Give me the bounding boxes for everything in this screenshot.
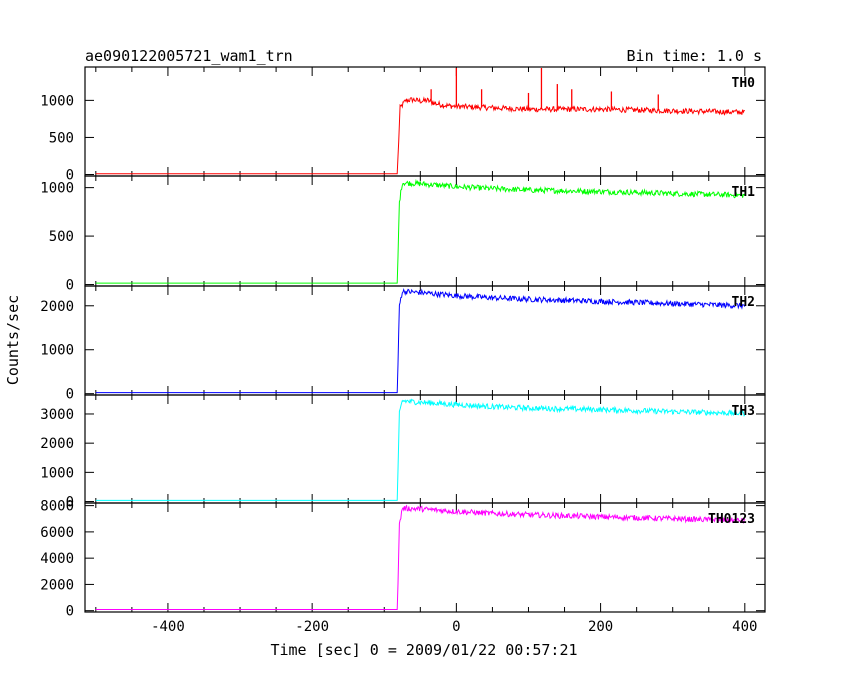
y-tick-label: 0: [66, 604, 74, 620]
x-tick-label: 0: [452, 619, 460, 635]
y-tick-label: 0: [66, 168, 74, 184]
x-tick-label: -200: [295, 619, 329, 635]
series-line-th3: [95, 398, 746, 501]
panel-frame: [84, 285, 766, 396]
y-tick-label: 500: [49, 130, 74, 146]
panel-label: TH0123: [708, 512, 755, 527]
panel-label: TH3: [732, 404, 755, 419]
y-tick-label: 3000: [40, 407, 74, 423]
panel-label: TH2: [732, 295, 755, 310]
x-tick-label: -400: [151, 619, 185, 635]
y-tick-label: 1000: [40, 343, 74, 359]
chart-bin-time: Bin time: 1.0 s: [627, 47, 762, 65]
y-tick-label: 500: [49, 229, 74, 245]
y-tick-label: 4000: [40, 551, 74, 567]
x-axis-label: Time [sec] 0 = 2009/01/22 00:57:21: [270, 641, 577, 659]
y-tick-label: 0: [66, 387, 74, 403]
y-tick-label: 1000: [40, 465, 74, 481]
panel-frame: [84, 66, 766, 177]
y-tick-label: 1000: [40, 181, 74, 197]
series-line-th2: [95, 287, 746, 394]
panel-label: TH0: [732, 76, 756, 91]
x-tick-label: 400: [732, 619, 757, 635]
panel-frame: [84, 394, 766, 504]
y-axis-label: Counts/sec: [4, 295, 22, 385]
panel-th1: 0 500 1000 TH1: [40, 175, 766, 294]
panel-th3: 0 1000 2000 3000 TH3: [40, 394, 766, 511]
y-tick-label: 6000: [40, 525, 74, 541]
y-tick-label: 0: [66, 495, 74, 511]
chart-title: ae090122005721_wam1_trn: [85, 47, 293, 65]
y-tick-label: 0: [66, 278, 74, 294]
series-line-th0: [95, 96, 745, 175]
y-tick-label: 2000: [40, 577, 74, 593]
y-tick-label: 8000: [40, 499, 74, 515]
series-line-th0123: [95, 504, 746, 610]
panel-th0123: 0 2000 4000 6000 8000 TH0123: [40, 499, 766, 620]
panel-th0: 0 500 1000 TH0: [40, 66, 766, 184]
y-tick-label: 2000: [40, 436, 74, 452]
y-tick-label: 1000: [40, 93, 74, 109]
x-tick-label: 200: [588, 619, 613, 635]
panel-label: TH1: [732, 185, 756, 200]
y-tick-label: 2000: [40, 299, 74, 315]
series-line-th1: [95, 178, 746, 284]
panel-frame: [84, 502, 766, 613]
panel-th2: 0 1000 2000 TH2: [40, 285, 766, 403]
